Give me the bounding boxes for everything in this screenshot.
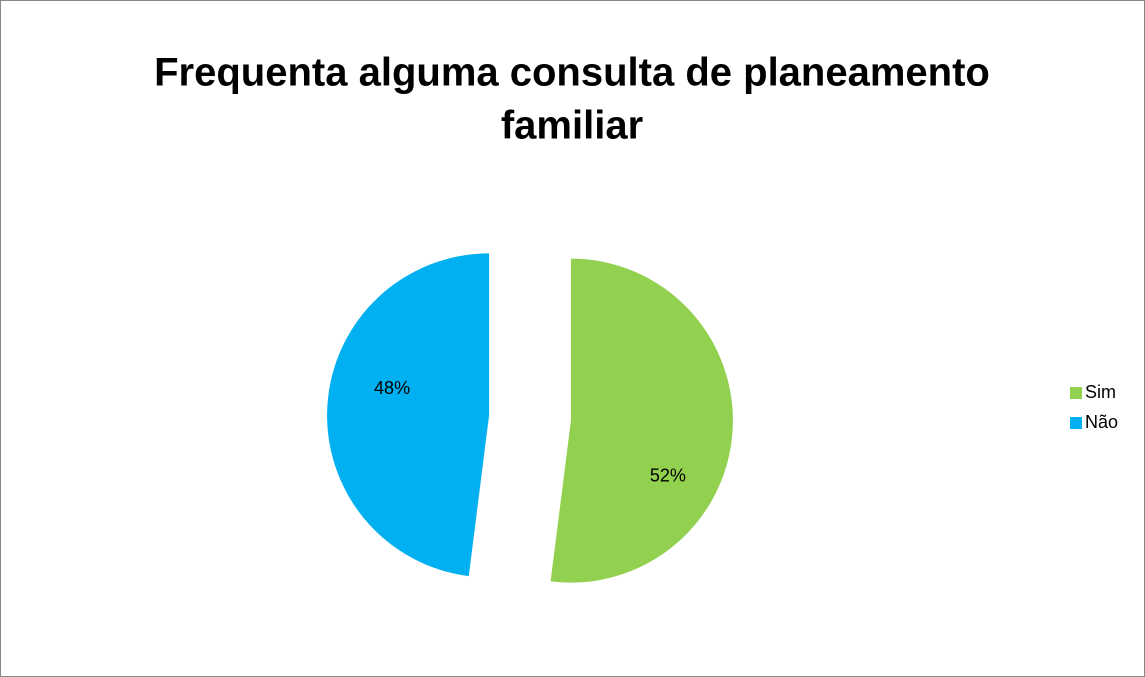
legend-label: Sim xyxy=(1085,382,1116,402)
pie-slice xyxy=(550,258,733,583)
pie-slice xyxy=(327,253,490,577)
data-label: 52% xyxy=(650,465,686,485)
chart-title: familiar xyxy=(501,104,643,148)
data-label: 48% xyxy=(374,378,410,398)
legend-swatch xyxy=(1070,417,1082,429)
legend-swatch xyxy=(1070,387,1082,399)
legend-label: Não xyxy=(1085,412,1118,432)
chart-title: Frequenta alguma consulta de planeamento xyxy=(154,51,990,95)
